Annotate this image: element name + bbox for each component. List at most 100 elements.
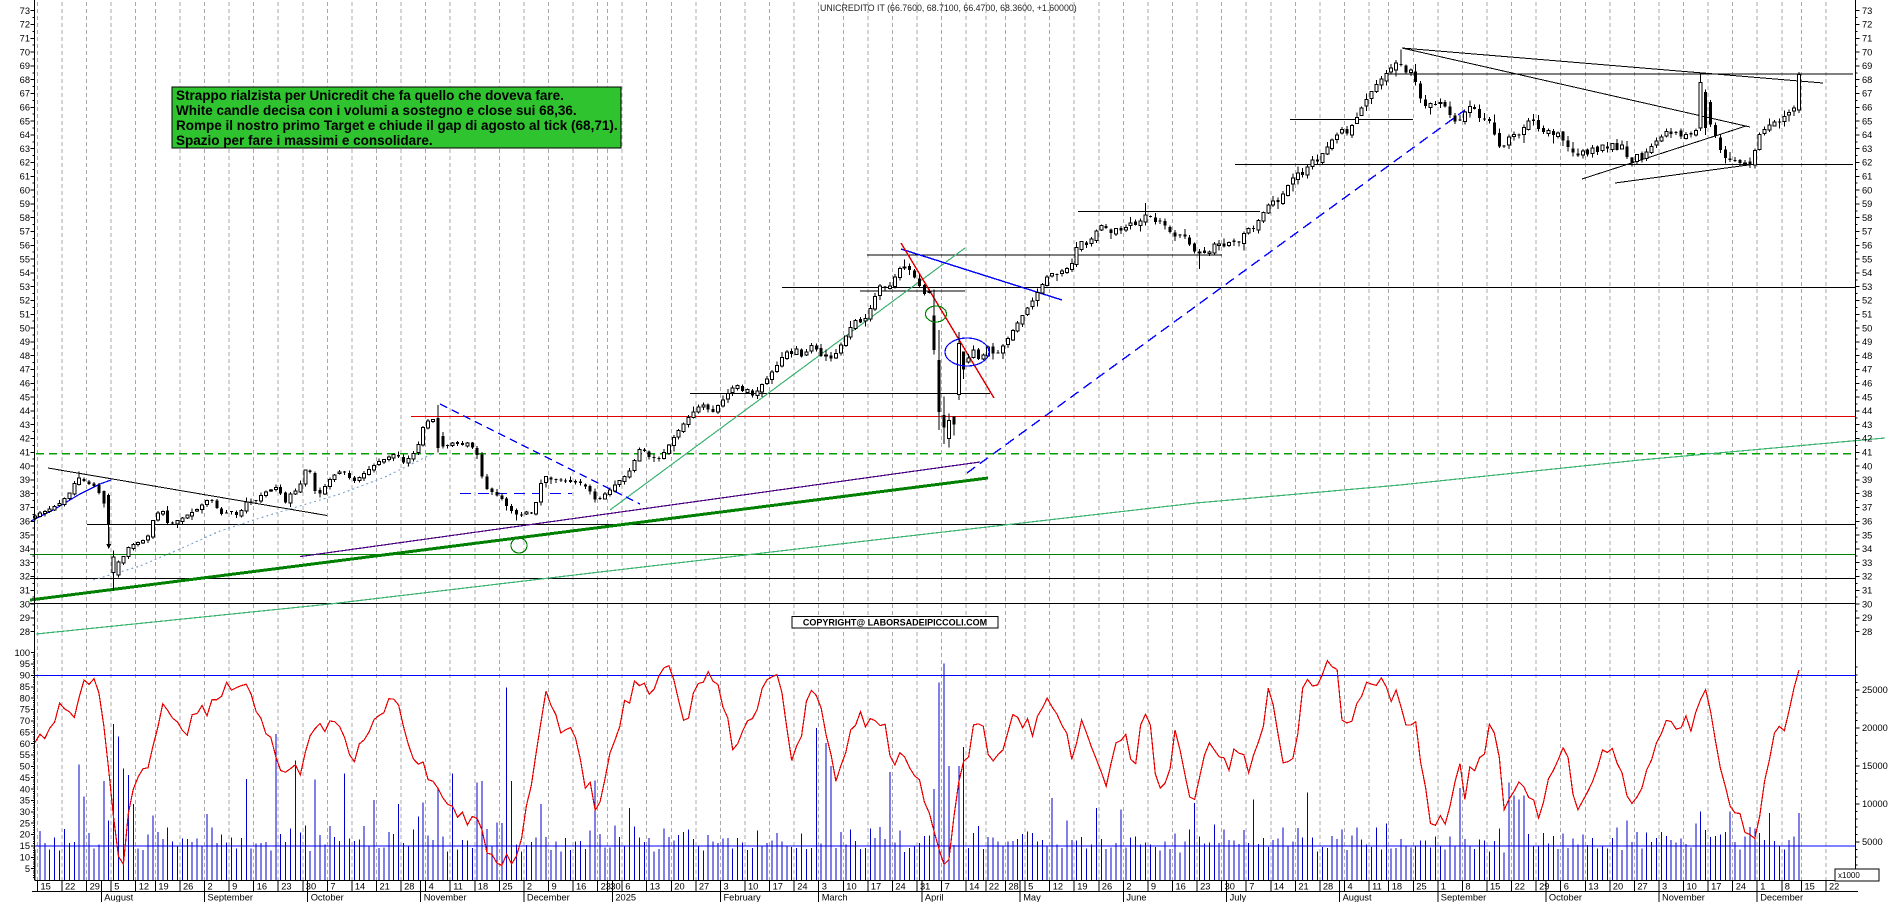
svg-text:18: 18 [478,882,488,892]
svg-text:21: 21 [1298,882,1308,892]
svg-text:90: 90 [20,671,30,681]
svg-text:30: 30 [20,599,30,609]
svg-text:60: 60 [1862,185,1872,195]
svg-text:16: 16 [576,882,586,892]
svg-text:November: November [424,893,467,903]
svg-text:Spazio per fare i massimi e co: Spazio per fare i massimi e consolidare. [176,133,433,148]
svg-text:September: September [1441,893,1486,903]
svg-text:28: 28 [1862,627,1872,637]
svg-text:12: 12 [139,882,149,892]
svg-text:69: 69 [1862,61,1872,71]
svg-text:65: 65 [1862,116,1872,126]
svg-text:15: 15 [1490,882,1500,892]
svg-text:20: 20 [1613,882,1623,892]
svg-text:43: 43 [20,420,30,430]
svg-text:28: 28 [1008,882,1018,892]
svg-text:51: 51 [20,310,30,320]
svg-text:39: 39 [1862,475,1872,485]
svg-text:22: 22 [1515,882,1525,892]
svg-text:25: 25 [502,882,512,892]
svg-text:68: 68 [20,75,30,85]
svg-text:14: 14 [355,882,365,892]
svg-text:70: 70 [20,716,30,726]
svg-text:33: 33 [1862,558,1872,568]
svg-text:Rompe il nostro primo Target e: Rompe il nostro primo Target e chiude il… [176,118,618,133]
svg-text:24: 24 [895,882,905,892]
svg-text:12: 12 [1053,882,1063,892]
svg-text:35: 35 [20,530,30,540]
svg-text:71: 71 [1862,34,1872,44]
svg-text:42: 42 [1862,434,1872,444]
svg-text:15: 15 [41,882,51,892]
svg-text:25000: 25000 [1862,685,1888,695]
svg-text:45: 45 [20,392,30,402]
svg-text:2: 2 [208,882,213,892]
svg-text:1: 1 [1760,882,1765,892]
svg-text:31: 31 [1862,586,1872,596]
svg-text:45: 45 [20,773,30,783]
svg-text:45: 45 [1862,392,1872,402]
svg-text:22: 22 [1829,882,1839,892]
svg-text:57: 57 [20,227,30,237]
svg-text:2: 2 [527,882,532,892]
svg-text:23: 23 [281,882,291,892]
svg-text:February: February [724,893,762,903]
svg-text:68: 68 [1862,75,1872,85]
svg-text:30: 30 [1862,599,1872,609]
svg-text:December: December [527,893,570,903]
svg-text:55: 55 [1862,254,1872,264]
svg-text:14: 14 [969,882,979,892]
svg-text:95: 95 [20,659,30,669]
svg-text:9: 9 [232,882,237,892]
svg-text:28: 28 [404,882,414,892]
svg-text:20000: 20000 [1862,723,1888,733]
svg-text:100: 100 [14,648,30,658]
svg-text:3: 3 [822,882,827,892]
svg-text:8: 8 [1785,882,1790,892]
svg-text:54: 54 [20,268,30,278]
svg-text:55: 55 [20,254,30,264]
svg-text:29: 29 [1862,613,1872,623]
svg-text:June: June [1126,893,1146,903]
svg-text:15: 15 [20,841,30,851]
svg-text:11: 11 [453,882,463,892]
svg-text:65: 65 [20,116,30,126]
svg-text:72: 72 [20,20,30,30]
svg-text:8: 8 [1465,882,1470,892]
svg-text:October: October [311,893,344,903]
svg-text:15: 15 [1805,882,1815,892]
svg-text:x1000: x1000 [1838,871,1860,880]
svg-text:14: 14 [1274,882,1284,892]
svg-text:7: 7 [1249,882,1254,892]
svg-text:30: 30 [1225,882,1235,892]
svg-text:37: 37 [20,503,30,513]
svg-text:60: 60 [20,739,30,749]
svg-text:39: 39 [20,475,30,485]
svg-text:67: 67 [1862,89,1872,99]
svg-text:5: 5 [25,864,30,874]
svg-text:50: 50 [20,762,30,772]
svg-text:40: 40 [1862,461,1872,471]
svg-text:30: 30 [610,882,620,892]
svg-text:3: 3 [724,882,729,892]
svg-text:49: 49 [1862,337,1872,347]
svg-text:47: 47 [20,365,30,375]
svg-text:30: 30 [20,807,30,817]
svg-text:31: 31 [920,882,930,892]
svg-text:7: 7 [330,882,335,892]
svg-text:63: 63 [20,144,30,154]
svg-text:September: September [208,893,253,903]
svg-text:31: 31 [20,586,30,596]
svg-text:36: 36 [20,517,30,527]
svg-text:70: 70 [20,47,30,57]
svg-text:30: 30 [306,882,316,892]
svg-text:66: 66 [1862,103,1872,113]
svg-text:April: April [925,893,944,903]
svg-text:26: 26 [183,882,193,892]
svg-text:61: 61 [20,172,30,182]
svg-text:41: 41 [20,448,30,458]
svg-text:48: 48 [1862,351,1872,361]
svg-text:27: 27 [699,882,709,892]
svg-text:10: 10 [1687,882,1697,892]
svg-text:2: 2 [1126,882,1131,892]
